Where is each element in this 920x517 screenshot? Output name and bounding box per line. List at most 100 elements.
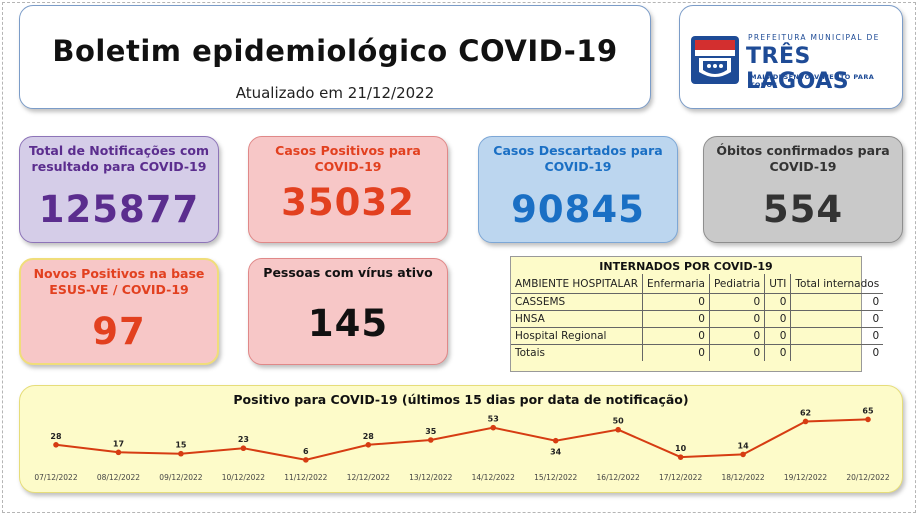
card-novos-value: 97 [92,310,146,353]
x-tick-label: 14/12/2022 [472,473,515,482]
card-ativos-title: Pessoas com vírus ativo [263,265,433,280]
city-crest-icon [691,36,739,84]
logo-panel: PREFEITURA MUNICIPAL DE TRÊS LAGOAS MAIS… [679,5,903,109]
card-novos-positivos: Novos Positivos na base ESUS-VE / COVID-… [19,258,219,365]
card-novos-title: Novos Positivos na base ESUS-VE / COVID-… [33,266,205,297]
table-row: Hospital Regional 0 0 0 0 [511,327,884,345]
column-header: Enfermaria [642,274,710,294]
card-descartados-value: 90845 [511,188,645,231]
data-label: 28 [363,432,375,441]
x-tick-label: 15/12/2022 [534,473,577,482]
data-point [490,424,497,431]
data-point [802,418,809,425]
data-point [615,426,621,433]
x-tick-label: 19/12/2022 [784,473,827,482]
data-label: 50 [613,417,625,426]
data-point [865,416,871,423]
logo-line1: PREFEITURA MUNICIPAL DE [748,33,880,42]
x-tick-label: 09/12/2022 [159,473,202,482]
x-tick-label: 16/12/2022 [597,473,640,482]
data-label: 53 [488,415,499,424]
data-label: 6 [303,447,309,456]
data-point [178,450,184,457]
logo-line3: MAIS DESENVOLVIMENTO PARA TODOS [750,73,875,89]
x-tick-label: 07/12/2022 [34,473,77,482]
table-cell: HNSA [511,310,644,328]
card-positivos-value: 35032 [281,181,415,224]
x-tick-label: 18/12/2022 [721,473,764,482]
table-cell: Totais [511,344,644,361]
internados-title: INTERNADOS POR COVID-19 [599,260,773,273]
x-tick-label: 11/12/2022 [284,473,327,482]
table-row: HNSA 0 0 0 0 [511,310,884,328]
internados-table-panel: INTERNADOS POR COVID-19 AMBIENTE HOSPITA… [510,256,884,372]
card-positivos-title: Casos Positivos para COVID-19 [275,143,421,174]
table-cell: 0 [642,310,710,328]
card-total-title: Total de Notificações com resultado para… [29,143,209,174]
column-header: AMBIENTE HOSPITALAR [511,274,644,294]
table-cell: 0 [709,310,766,328]
table-cell: 0 [642,293,710,311]
x-tick-label: 20/12/2022 [846,473,889,482]
table-cell: 0 [764,327,792,345]
data-label: 14 [738,441,750,450]
internados-table: AMBIENTE HOSPITALAR Enfermaria Pediatria… [511,274,884,361]
card-ativos-value: 145 [307,302,389,345]
column-header: Pediatria [709,274,766,294]
data-point [677,454,684,460]
data-label: 65 [862,406,874,415]
table-cell: 0 [709,344,766,361]
line-chart: 28 07/12/2022 17 08/12/2022 15 09/12/2022 23 10… [34,406,889,482]
column-header: Total internados [790,274,884,294]
series-line [55,418,869,461]
card-virus-ativo: Pessoas com vírus ativo 145 [248,258,448,365]
table-cell: 0 [764,293,792,311]
table-cell: 0 [764,344,792,361]
table-cell: 0 [790,293,884,311]
table-header-row: AMBIENTE HOSPITALAR Enfermaria Pediatria… [511,274,884,294]
card-total-value: 125877 [38,188,200,231]
data-point [365,442,372,448]
x-tick-label: 13/12/2022 [409,473,452,482]
table-cell: 0 [790,327,884,345]
card-obitos: Óbitos confirmados para COVID-19 554 [703,136,903,243]
chart-panel: Positivo para COVID-19 (últimos 15 dias … [19,385,903,493]
table-cell: Hospital Regional [511,327,644,345]
column-header: UTI [764,274,792,294]
data-label: 15 [175,441,187,450]
card-casos-positivos: Casos Positivos para COVID-19 35032 [248,136,448,243]
header-panel: Boletim epidemiológico COVID-19 Atualiza… [19,5,651,109]
x-tick-label: 08/12/2022 [97,473,140,482]
data-point [240,445,247,452]
x-tick-label: 10/12/2022 [222,473,265,482]
table-cell: 0 [709,327,766,345]
data-label: 17 [113,439,124,448]
data-label: 23 [238,435,249,444]
data-label: 62 [800,408,811,417]
card-descartados-title: Casos Descartados para COVID-19 [493,143,663,174]
chart-title: Positivo para COVID-19 (últimos 15 dias … [233,392,689,407]
logo-line2: TRÊS LAGOAS [746,44,850,94]
card-obitos-title: Óbitos confirmados para COVID-19 [716,143,890,174]
data-point [303,457,309,463]
data-label: 28 [50,432,62,441]
data-label: 10 [675,444,687,453]
data-point [115,449,122,456]
table-cell: 0 [709,293,766,311]
x-tick-label: 12/12/2022 [347,473,390,482]
table-cell: 0 [642,327,710,345]
page-title: Boletim epidemiológico COVID-19 [52,34,618,68]
table-cell: 0 [872,347,880,359]
table-cell: 0 [764,310,792,328]
data-point [552,437,559,444]
updated-date: Atualizado em 21/12/2022 [235,84,435,102]
table-cell: 0 [642,344,710,361]
data-label: 35 [425,427,437,436]
card-casos-descartados: Casos Descartados para COVID-19 90845 [478,136,678,243]
table-cell: CASSEMS [511,293,644,311]
data-label: 34 [550,448,562,457]
data-point [53,442,59,448]
table-row: CASSEMS 0 0 0 0 [511,293,884,311]
data-point [740,451,746,458]
